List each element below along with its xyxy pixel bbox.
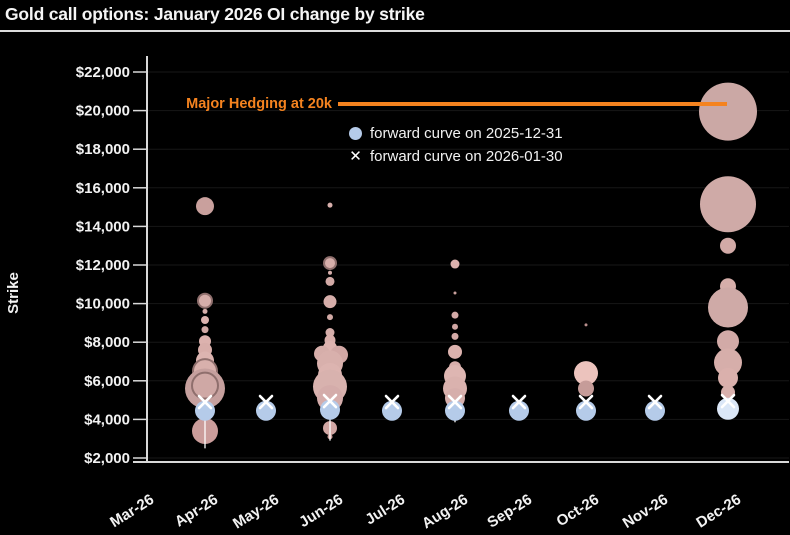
y-tick-label: $6,000 <box>84 373 130 390</box>
y-tick-label: $18,000 <box>76 141 130 158</box>
forward-curve-dot <box>717 397 739 420</box>
oi-change-bubble <box>717 330 739 353</box>
forward-curve-x <box>647 394 663 410</box>
chart-title: Gold call options: January 2026 OI chang… <box>5 4 425 24</box>
x-tick-label: Sep-26 <box>484 491 535 531</box>
oi-change-bubble <box>191 371 219 400</box>
legend-item-forward-curve-2026-01-30: ✕ forward curve on 2026-01-30 <box>349 145 563 168</box>
y-tick-label: $8,000 <box>84 334 130 351</box>
oi-change-bubble <box>574 361 598 386</box>
oi-change-bubble <box>201 326 209 334</box>
x-tick-label: Nov-26 <box>620 491 671 532</box>
title-divider <box>0 30 790 32</box>
y-tick-label: $4,000 <box>84 411 130 428</box>
x-tick-label: Oct-26 <box>554 491 603 530</box>
y-tick-label: $20,000 <box>76 103 130 120</box>
y-tick-label: $16,000 <box>76 180 130 197</box>
legend: forward curve on 2025-12-31 ✕ forward cu… <box>349 122 563 168</box>
x-tick-label: Aug-26 <box>419 491 471 532</box>
y-tick-label: $2,000 <box>84 450 130 467</box>
oi-change-bubble <box>196 197 214 216</box>
oi-change-bubble <box>718 367 738 388</box>
circle-marker-icon <box>349 127 362 140</box>
x-tick-label: Apr-26 <box>172 491 221 531</box>
oi-change-bubble <box>700 176 756 233</box>
y-tick-label: $10,000 <box>76 296 130 313</box>
x-tick-label: Jun-26 <box>296 491 346 531</box>
y-tick-label: $22,000 <box>76 64 130 81</box>
forward-curve-x <box>578 394 594 410</box>
x-tick-label: Dec-26 <box>693 491 744 531</box>
oi-change-bubble <box>451 311 459 319</box>
legend-item-forward-curve-2025-12-31: forward curve on 2025-12-31 <box>349 122 563 145</box>
oi-change-bubble <box>327 314 333 321</box>
oi-change-bubble <box>201 316 209 325</box>
legend-label: forward curve on 2026-01-30 <box>370 148 563 165</box>
oi-change-bubble <box>328 270 332 275</box>
oi-change-bubble <box>325 328 335 338</box>
oi-change-bubble <box>451 332 459 340</box>
forward-curve-x <box>511 394 527 410</box>
oi-change-bubble <box>325 276 335 286</box>
oi-change-bubble <box>450 259 460 269</box>
oi-change-bubble <box>453 291 457 295</box>
x-tick-label: Jul-26 <box>362 491 408 528</box>
forward-curve-x <box>197 394 213 410</box>
forward-curve-x <box>258 394 274 410</box>
forward-curve-x <box>447 394 463 410</box>
y-axis-title: Strike <box>5 272 22 314</box>
x-marker-icon: ✕ <box>349 148 362 165</box>
forward-curve-x <box>384 394 400 410</box>
annotation-label: Major Hedging at 20k <box>186 96 332 112</box>
oi-change-bubble <box>448 344 462 359</box>
oi-change-bubble <box>452 323 458 330</box>
oi-change-bubble <box>323 295 337 309</box>
oi-change-bubble <box>720 237 736 254</box>
x-tick-label: Mar-26 <box>107 491 157 531</box>
oi-change-bubble <box>699 82 757 141</box>
y-tick-label: $14,000 <box>76 218 130 235</box>
legend-label: forward curve on 2025-12-31 <box>370 125 563 142</box>
oi-change-bubble <box>197 292 213 309</box>
oi-change-bubble <box>708 287 748 328</box>
oi-change-bubble <box>714 348 742 377</box>
oi-change-bubble <box>327 202 333 208</box>
oi-change-bubble <box>584 323 588 327</box>
y-tick-label: $12,000 <box>76 257 130 274</box>
x-tick-label: May-26 <box>230 491 282 532</box>
forward-curve-x <box>322 393 338 409</box>
forward-curve-x <box>720 393 736 409</box>
oi-change-bubble <box>323 256 337 271</box>
oi-change-bubble <box>578 380 594 397</box>
oi-change-bubble <box>202 308 208 314</box>
